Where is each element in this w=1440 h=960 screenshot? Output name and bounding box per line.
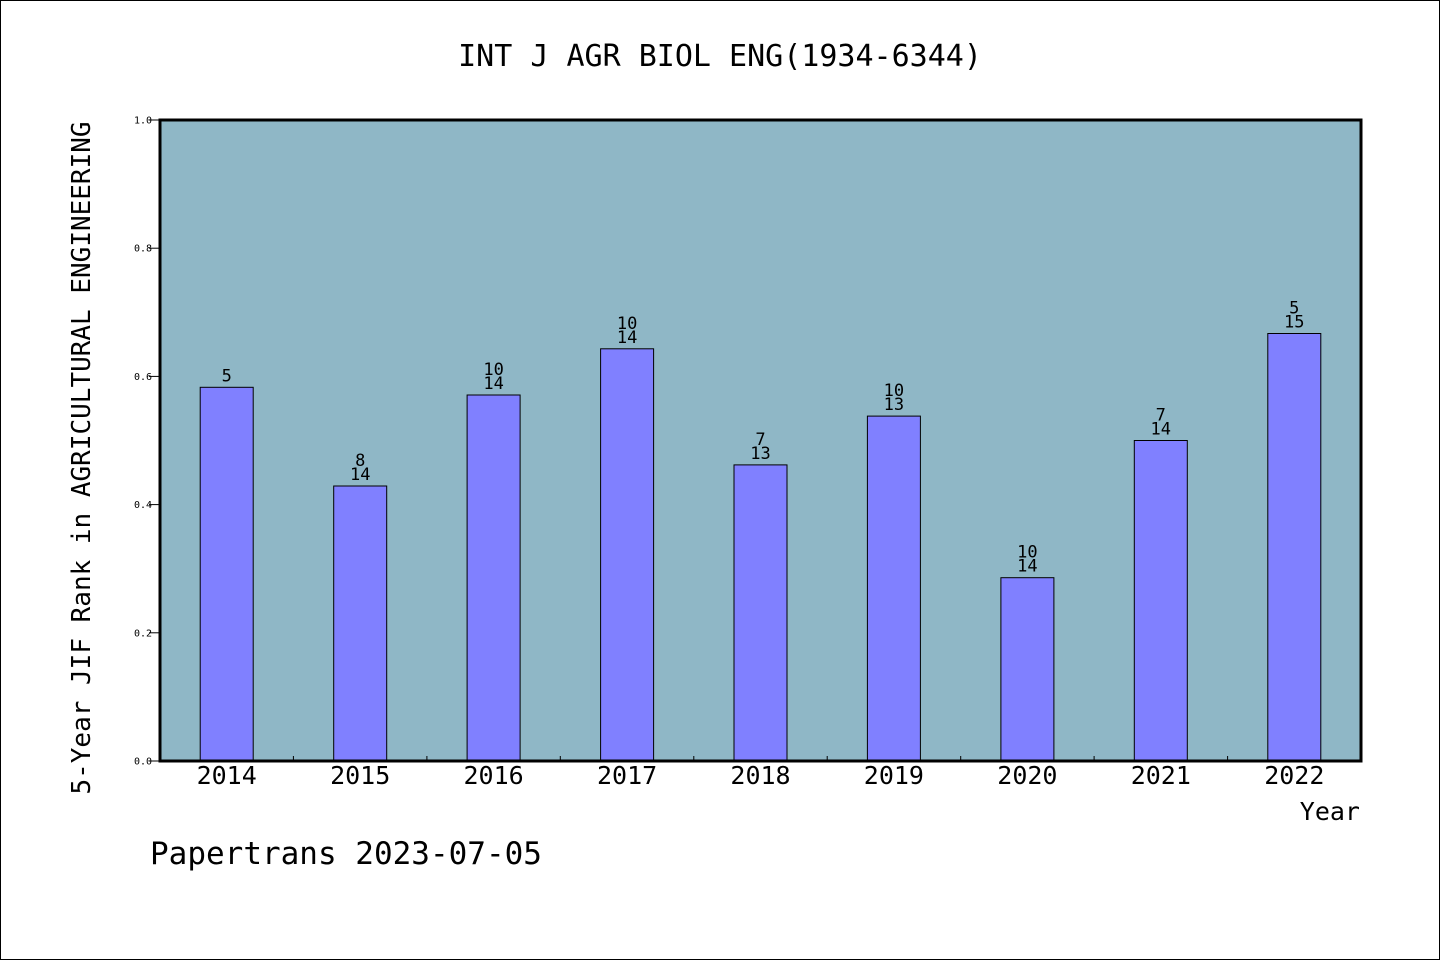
chart-title: INT J AGR BIOL ENG(1934-6344) bbox=[458, 39, 982, 74]
data-label-2019-1: 10 bbox=[884, 381, 904, 401]
x-tick-label-2016: 2016 bbox=[463, 761, 523, 790]
y-tick-label-0.4: 0.4 bbox=[134, 500, 152, 511]
y-tick-label-1.0: 1.0 bbox=[134, 116, 152, 127]
data-label-2018-2: 13 bbox=[750, 444, 770, 464]
x-tick-label-2018: 2018 bbox=[730, 761, 790, 790]
bars-layer bbox=[199, 333, 1322, 762]
bar-2014 bbox=[199, 386, 254, 762]
bar-2017 bbox=[600, 348, 655, 762]
bar-2015 bbox=[333, 485, 388, 762]
x-tick-label-2019: 2019 bbox=[864, 761, 924, 790]
bar-2022 bbox=[1267, 333, 1322, 762]
data-label-2021-1: 7 bbox=[1156, 406, 1166, 426]
data-label-2020-1: 10 bbox=[1017, 543, 1037, 563]
y-tick-label-0.2: 0.2 bbox=[134, 628, 152, 639]
y-tick-label-0.0: 0.0 bbox=[134, 757, 152, 768]
data-label-2022-1: 5 bbox=[1289, 299, 1299, 319]
data-label-2021-2: 14 bbox=[1151, 420, 1171, 440]
data-label-2019-2: 13 bbox=[884, 395, 904, 415]
bar-2020 bbox=[1000, 577, 1055, 762]
data-label-2020-2: 14 bbox=[1017, 557, 1037, 577]
x-axis-label: Year bbox=[1300, 797, 1360, 826]
data-label-2014-1: 5 bbox=[222, 366, 232, 386]
data-label-2018-1: 7 bbox=[755, 430, 765, 450]
x-tick-label-2021: 2021 bbox=[1131, 761, 1191, 790]
bar-2019 bbox=[866, 415, 921, 762]
data-label-2017-2: 14 bbox=[617, 328, 637, 348]
data-label-2015-1: 8 bbox=[355, 451, 365, 471]
x-axis: 2014 2015 2016 2017 2018 2019 2020 2021 2022 bbox=[197, 756, 1324, 790]
data-label-2022-2: 15 bbox=[1284, 313, 1304, 333]
data-label-2016-2: 14 bbox=[483, 374, 503, 394]
y-tick-label-0.6: 0.6 bbox=[134, 372, 152, 383]
bar-2016 bbox=[466, 394, 521, 762]
plot-border bbox=[158, 118, 1363, 763]
x-tick-label-2022: 2022 bbox=[1264, 761, 1324, 790]
y-axis-label: 5-Year JIF Rank in AGRICULTURAL ENGINEER… bbox=[67, 121, 97, 794]
bar-2021 bbox=[1133, 440, 1188, 762]
bar-2018 bbox=[733, 464, 788, 762]
y-tick-label-0.8: 0.8 bbox=[134, 244, 152, 255]
x-tick-label-2015: 2015 bbox=[330, 761, 390, 790]
data-label-2015-2: 14 bbox=[350, 465, 370, 485]
data-label-2017-1: 10 bbox=[617, 314, 637, 334]
x-tick-label-2017: 2017 bbox=[597, 761, 657, 790]
y-axis: 0.0 0.2 0.4 0.6 0.8 1.0 bbox=[134, 116, 159, 768]
x-tick-label-2020: 2020 bbox=[997, 761, 1057, 790]
data-label-2016-1: 10 bbox=[483, 360, 503, 380]
footer-watermark: Papertrans 2023-07-05 bbox=[150, 836, 542, 872]
x-tick-label-2014: 2014 bbox=[197, 761, 257, 790]
